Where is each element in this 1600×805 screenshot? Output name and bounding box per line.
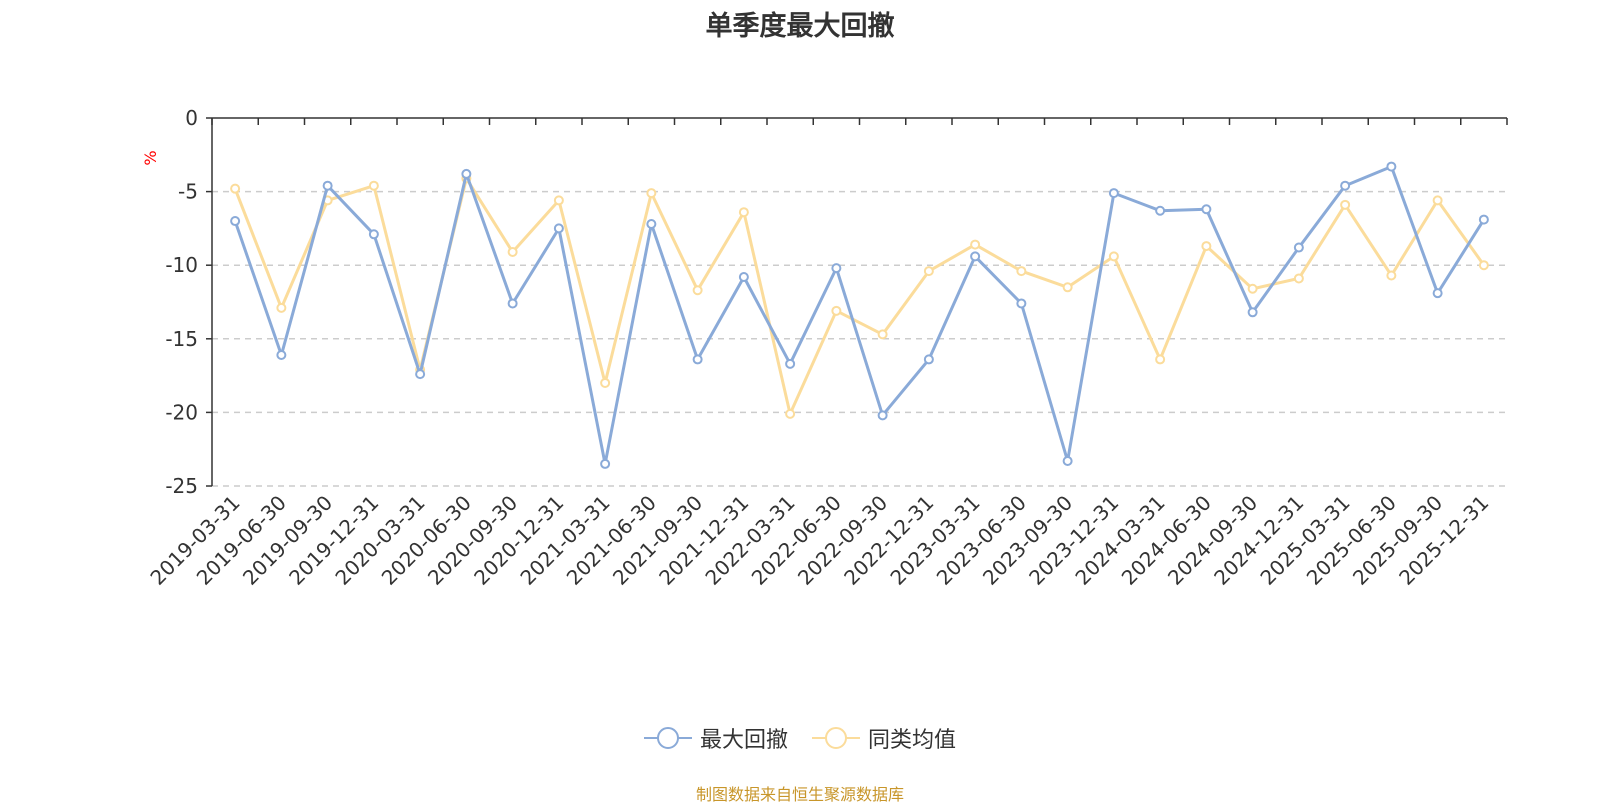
series-max-drawdown xyxy=(230,161,1489,469)
data-point xyxy=(1155,205,1166,216)
data-point xyxy=(1340,199,1351,210)
data-point xyxy=(1016,266,1027,277)
legend-marker-icon xyxy=(643,727,692,749)
data-point xyxy=(785,358,796,369)
y-axis-unit-label: % xyxy=(141,150,160,165)
data-point xyxy=(1201,241,1212,252)
data-point xyxy=(1247,307,1258,318)
data-point xyxy=(831,263,842,274)
data-point xyxy=(322,180,333,191)
y-tick-label: 0 xyxy=(185,106,198,130)
data-point xyxy=(1293,242,1304,253)
data-point xyxy=(276,302,287,313)
data-point xyxy=(1062,282,1073,293)
data-point xyxy=(230,216,241,227)
data-point xyxy=(1386,270,1397,281)
data-point xyxy=(692,354,703,365)
data-point xyxy=(785,408,796,419)
data-point xyxy=(1062,455,1073,466)
grid-lines xyxy=(212,190,1507,487)
data-point xyxy=(507,298,518,309)
data-point xyxy=(1386,161,1397,172)
data-point xyxy=(970,239,981,250)
series-line xyxy=(233,176,1486,416)
y-tick-label: -25 xyxy=(165,474,198,498)
data-point xyxy=(923,266,934,277)
data-point xyxy=(923,354,934,365)
chart-title: 单季度最大回撤 xyxy=(705,11,895,42)
data-point xyxy=(877,329,888,340)
data-point xyxy=(1201,204,1212,215)
data-point xyxy=(600,458,611,469)
data-point xyxy=(1016,298,1027,309)
data-point xyxy=(1478,260,1489,271)
y-tick-label: -15 xyxy=(165,327,198,351)
data-point xyxy=(692,285,703,296)
data-point xyxy=(1155,354,1166,365)
data-point xyxy=(1478,214,1489,225)
legend-item-peer-average[interactable]: 同类均值 xyxy=(812,722,956,754)
data-point xyxy=(507,246,518,257)
data-point xyxy=(553,195,564,206)
data-point xyxy=(646,188,657,199)
axes xyxy=(206,117,1508,487)
data-point xyxy=(831,305,842,316)
legend-label: 同类均值 xyxy=(868,728,957,753)
data-point xyxy=(368,180,379,191)
source-note: 制图数据来自恒生聚源数据库 xyxy=(695,785,904,804)
legend: 最大回撤 同类均值 xyxy=(0,722,1600,754)
data-point xyxy=(1432,288,1443,299)
y-tick-label: -10 xyxy=(165,253,198,277)
data-point xyxy=(970,251,981,262)
series-lines xyxy=(230,161,1489,469)
series-peer-average xyxy=(230,173,1489,419)
data-point xyxy=(1432,195,1443,206)
data-point xyxy=(276,349,287,360)
data-point xyxy=(646,218,657,229)
data-point xyxy=(553,223,564,234)
data-point xyxy=(738,271,749,282)
data-point xyxy=(877,410,888,421)
legend-label: 最大回撤 xyxy=(699,728,788,753)
data-point xyxy=(1340,180,1351,191)
data-point xyxy=(1108,251,1119,262)
data-point xyxy=(738,207,749,218)
data-point xyxy=(230,183,241,194)
y-tick-label: -20 xyxy=(165,400,198,424)
legend-marker-icon xyxy=(812,727,860,749)
series-line xyxy=(233,165,1486,466)
data-point xyxy=(600,377,611,388)
y-tick-label: -5 xyxy=(178,180,198,204)
data-point xyxy=(368,229,379,240)
tick-labels: 0-5-10-15-20-25%2019-03-312019-06-302019… xyxy=(141,106,1493,590)
data-point xyxy=(1293,273,1304,284)
legend-item-max-drawdown[interactable]: 最大回撤 xyxy=(643,722,788,754)
data-point xyxy=(1108,188,1119,199)
data-point xyxy=(415,369,426,380)
data-point xyxy=(461,168,472,179)
data-point xyxy=(1247,283,1258,294)
